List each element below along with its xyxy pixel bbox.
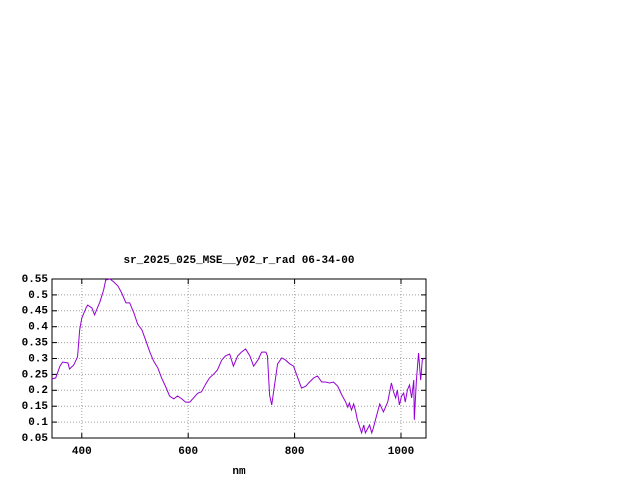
y-tick-label: 0.55	[22, 274, 49, 286]
data-line	[51, 278, 425, 435]
plot-border	[51, 278, 427, 439]
y-tick-label: 0.1	[28, 417, 48, 429]
x-tick-label: 600	[178, 446, 198, 458]
y-tick-label: 0.35	[22, 338, 49, 350]
y-tick-label: 0.2	[28, 385, 48, 397]
x-axis-label: nm	[232, 466, 246, 478]
chart-title: sr_2025_025_MSE__y02_r_rad 06-34-00	[123, 255, 354, 267]
y-tick-label: 0.45	[22, 306, 49, 318]
y-tick-label: 0.25	[22, 369, 49, 381]
y-tick-label: 0.4	[28, 322, 48, 334]
x-tick-label: 800	[285, 446, 305, 458]
y-tick-label: 0.15	[22, 401, 49, 413]
x-tick-label: 400	[72, 446, 92, 458]
y-tick-label: 0.3	[28, 353, 48, 365]
y-tick-label: 0.5	[28, 290, 48, 302]
y-tick-label: 0.05	[22, 433, 49, 445]
x-tick-label: 1000	[388, 446, 414, 458]
